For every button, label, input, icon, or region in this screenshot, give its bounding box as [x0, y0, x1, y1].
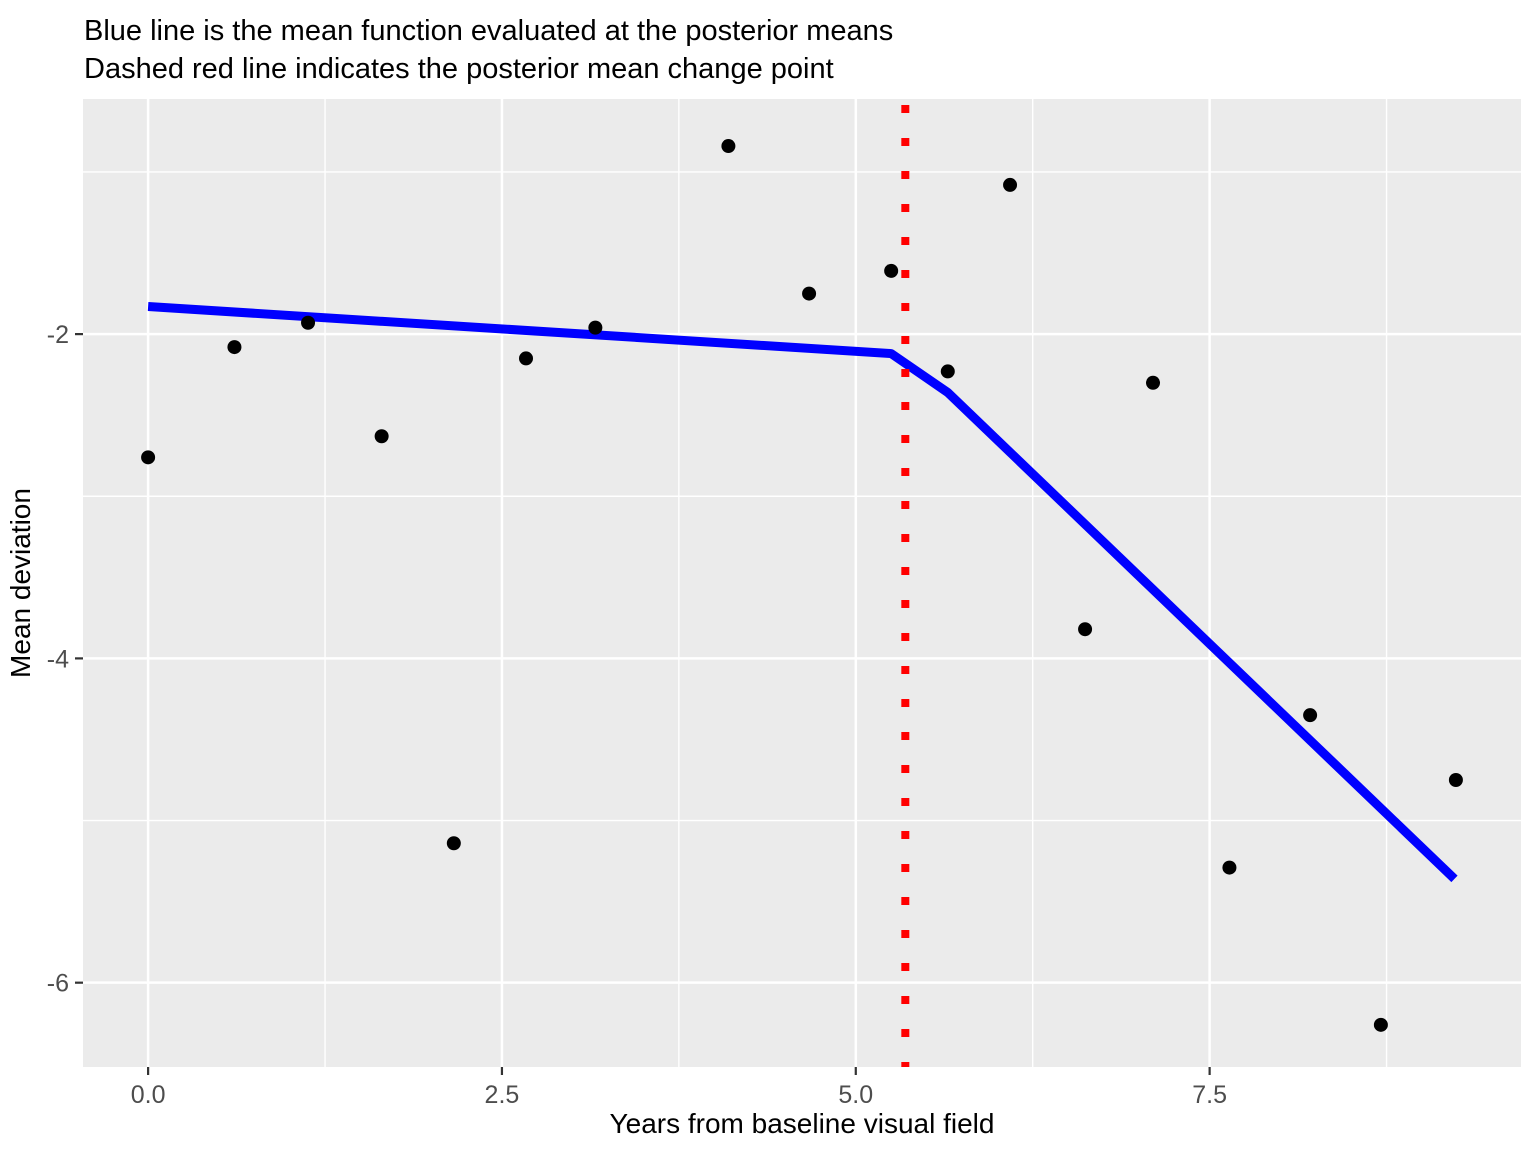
y-tick-label: -2	[47, 321, 69, 349]
data-point	[802, 286, 817, 301]
y-tick-label: -6	[47, 970, 69, 998]
data-point	[1078, 622, 1093, 637]
data-point	[446, 836, 461, 851]
x-tick-label: 5.0	[838, 1081, 873, 1109]
axis-ticks	[75, 333, 1211, 1075]
data-point	[588, 320, 603, 335]
y-tick-label: -4	[47, 645, 69, 673]
data-point	[1003, 177, 1018, 192]
data-point	[141, 450, 156, 465]
x-tick-label: 0.0	[131, 1081, 166, 1109]
plot-panel	[83, 99, 1521, 1067]
data-point	[721, 139, 736, 154]
data-point	[1146, 375, 1161, 390]
minor-gridlines	[83, 99, 1521, 1067]
data-point	[374, 429, 389, 444]
data-point	[884, 263, 899, 278]
data-point	[940, 364, 955, 379]
plot-title-line1: Blue line is the mean function evaluated…	[84, 15, 894, 47]
x-axis-title: Years from baseline visual field	[610, 1108, 995, 1139]
axis-tick-labels: 0.0 2.5 5.0 7.5 -2 -4 -6	[47, 321, 1227, 1109]
data-point	[227, 340, 242, 355]
y-axis-title: Mean deviation	[5, 488, 36, 678]
plot-title-line2: Dashed red line indicates the posterior …	[84, 53, 834, 85]
data-point	[1303, 708, 1318, 723]
posterior-mean-line	[147, 302, 1458, 883]
data-point	[519, 351, 534, 366]
data-point	[1222, 860, 1237, 875]
major-gridlines	[83, 99, 1521, 1067]
x-tick-label: 2.5	[485, 1081, 520, 1109]
data-point	[301, 315, 316, 330]
scatter-points	[141, 139, 1463, 1032]
data-point	[1448, 773, 1463, 788]
data-point	[1373, 1017, 1388, 1032]
plot-title: Blue line is the mean function evaluated…	[84, 12, 893, 88]
x-tick-label: 7.5	[1192, 1081, 1227, 1109]
